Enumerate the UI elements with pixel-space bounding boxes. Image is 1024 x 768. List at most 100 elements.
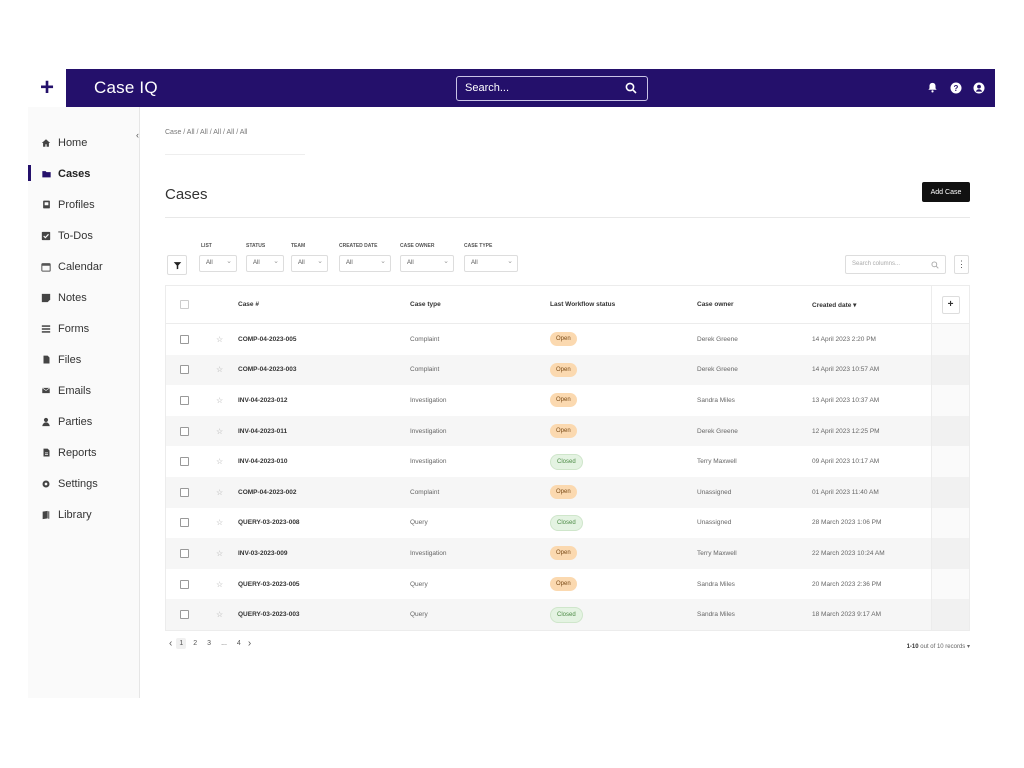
- brand-logo[interactable]: Case IQ: [94, 78, 158, 97]
- case-number[interactable]: INV-04-2023-010: [238, 458, 288, 466]
- filter-label: CASE TYPE: [464, 243, 493, 249]
- star-icon[interactable]: ☆: [216, 395, 224, 405]
- table-row[interactable]: ☆ QUERY-03-2023-003 Query Closed Sandra Mile…: [166, 599, 969, 630]
- case-type: Complaint: [410, 335, 440, 343]
- page-4[interactable]: 4: [236, 640, 241, 647]
- column-header-owner[interactable]: Case owner: [697, 301, 734, 308]
- row-extra-cell: [931, 507, 969, 539]
- column-header-type[interactable]: Case type: [410, 301, 441, 308]
- column-search-input[interactable]: Search columns...: [845, 255, 946, 274]
- page-2[interactable]: 2: [193, 640, 198, 647]
- row-checkbox[interactable]: [180, 610, 189, 620]
- status-cell: Closed: [550, 514, 583, 531]
- table-row[interactable]: ☆ INV-03-2023-009 Investigation Open Terry M…: [166, 538, 969, 569]
- star-icon[interactable]: ☆: [216, 610, 224, 620]
- table-row[interactable]: ☆ INV-04-2023-011 Investigation Open Derek G…: [166, 415, 969, 447]
- column-header-status[interactable]: Last Workflow status: [550, 301, 616, 308]
- sidebar-item-forms[interactable]: Forms: [28, 313, 139, 344]
- table-row[interactable]: ☆ COMP-04-2023-003 Complaint Open Derek Gree…: [166, 354, 969, 386]
- case-number[interactable]: QUERY-03-2023-003: [238, 611, 300, 619]
- star-icon[interactable]: ☆: [216, 426, 224, 436]
- sidebar-item-calendar[interactable]: Calendar: [28, 251, 139, 282]
- star-icon[interactable]: ☆: [216, 487, 224, 497]
- sidebar-item-notes[interactable]: Notes: [28, 282, 139, 313]
- star-icon[interactable]: ☆: [216, 365, 224, 375]
- case-number[interactable]: COMP-04-2023-005: [238, 335, 297, 343]
- sidebar-item-settings[interactable]: Settings: [28, 468, 139, 499]
- row-checkbox[interactable]: [180, 548, 189, 558]
- filter-label: TEAM: [291, 243, 306, 249]
- bell-icon[interactable]: [926, 81, 939, 94]
- filter-case-owner-select[interactable]: All: [400, 255, 454, 272]
- help-icon[interactable]: ?: [949, 81, 962, 94]
- add-column-button[interactable]: +: [941, 295, 960, 314]
- sidebar-item-parties[interactable]: Parties: [28, 406, 139, 437]
- page-3[interactable]: 3: [207, 640, 212, 647]
- sidebar-item-cases[interactable]: Cases: [28, 158, 139, 189]
- sidebar-item-library[interactable]: Library: [28, 499, 139, 530]
- table-row[interactable]: ☆ INV-04-2023-012 Investigation Open Sandra …: [166, 385, 969, 416]
- filter-team-select[interactable]: All: [291, 255, 328, 272]
- sidebar-item-profiles[interactable]: Profiles: [28, 189, 139, 220]
- star-icon[interactable]: ☆: [216, 579, 224, 589]
- star-icon[interactable]: ☆: [216, 518, 224, 528]
- filter-created-date-select[interactable]: All: [339, 255, 391, 272]
- search-placeholder: Search...: [465, 82, 510, 94]
- row-checkbox[interactable]: [180, 334, 189, 344]
- case-type: Query: [410, 519, 428, 527]
- case-number[interactable]: QUERY-03-2023-005: [238, 580, 300, 588]
- filter-toggle-button[interactable]: [167, 255, 187, 275]
- gear-icon: [40, 478, 52, 489]
- case-number[interactable]: COMP-04-2023-002: [238, 488, 297, 496]
- sidebar-item-label: Emails: [58, 384, 92, 397]
- page-1[interactable]: 1: [176, 638, 187, 649]
- sidebar-item-emails[interactable]: Emails: [28, 375, 139, 406]
- records-per-page-select[interactable]: 1-10 out of 10 records ▾: [907, 643, 970, 650]
- user-account-icon[interactable]: [972, 81, 985, 94]
- search-icon[interactable]: [625, 82, 637, 94]
- quick-add-button[interactable]: +: [28, 69, 66, 107]
- sidebar-item-todos[interactable]: To-Dos: [28, 220, 139, 251]
- sidebar-item-home[interactable]: Home: [28, 127, 139, 158]
- column-header-date[interactable]: Created date ▾: [812, 301, 857, 309]
- next-page-button[interactable]: ›: [247, 638, 252, 649]
- case-number[interactable]: COMP-04-2023-003: [238, 366, 297, 374]
- case-number[interactable]: INV-04-2023-012: [238, 396, 288, 404]
- add-case-button[interactable]: Add Case: [922, 182, 970, 202]
- sidebar-item-files[interactable]: Files: [28, 344, 139, 375]
- case-number[interactable]: INV-03-2023-009: [238, 549, 288, 557]
- row-checkbox[interactable]: [180, 579, 189, 589]
- row-checkbox[interactable]: [180, 518, 189, 528]
- prev-page-button[interactable]: ‹: [169, 638, 173, 649]
- table-row[interactable]: ☆ COMP-04-2023-005 Complaint Open Derek Gree…: [166, 324, 969, 355]
- row-checkbox[interactable]: [180, 457, 189, 467]
- collapse-sidebar-button[interactable]: ‹: [136, 130, 139, 140]
- select-all-checkbox[interactable]: [180, 300, 189, 309]
- filter-status-select[interactable]: All: [246, 255, 284, 272]
- row-checkbox[interactable]: [180, 395, 189, 405]
- table-row[interactable]: ☆ QUERY-03-2023-005 Query Open Sandra Miles 2…: [166, 568, 969, 600]
- status-badge: Open: [550, 362, 577, 377]
- row-checkbox[interactable]: [180, 365, 189, 375]
- table-row[interactable]: ☆ COMP-04-2023-002 Complaint Open Unassigned…: [166, 476, 969, 508]
- table-row[interactable]: ☆ QUERY-03-2023-008 Query Closed Unassigned 2…: [166, 507, 969, 539]
- filter-case-type-select[interactable]: All: [464, 255, 518, 272]
- breadcrumb[interactable]: Case / All / All / All / All / All: [165, 129, 248, 136]
- more-options-button[interactable]: ⋮: [954, 255, 969, 274]
- filter-list-select[interactable]: All: [199, 255, 237, 272]
- filter-created-date: CREATED DATE All: [339, 243, 391, 272]
- star-icon[interactable]: ☆: [216, 548, 224, 558]
- row-extra-cell: [931, 538, 969, 569]
- case-number[interactable]: QUERY-03-2023-008: [238, 519, 300, 527]
- sidebar-item-reports[interactable]: Reports: [28, 437, 139, 468]
- table-row[interactable]: ☆ INV-04-2023-010 Investigation Closed Terry…: [166, 446, 969, 477]
- star-icon[interactable]: ☆: [216, 334, 224, 344]
- case-type: Query: [410, 611, 428, 619]
- global-search-input[interactable]: Search...: [456, 76, 648, 101]
- sidebar-item-label: Reports: [58, 446, 97, 459]
- row-checkbox[interactable]: [180, 426, 189, 436]
- star-icon[interactable]: ☆: [216, 457, 224, 467]
- row-checkbox[interactable]: [180, 487, 189, 497]
- column-header-case[interactable]: Case #: [238, 301, 259, 308]
- case-number[interactable]: INV-04-2023-011: [238, 427, 288, 435]
